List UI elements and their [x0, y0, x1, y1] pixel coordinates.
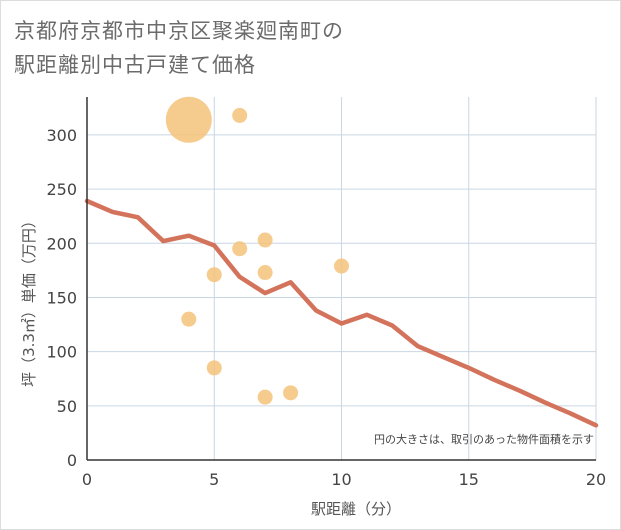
chart-title-line-1: 京都府京都市中京区聚楽廻南町の — [14, 19, 344, 43]
tick-labels: 0 50 100 150 200 250 300 0 5 10 15 20 — [46, 126, 606, 489]
chart-title: 京都府京都市中京区聚楽廻南町の 駅距離別中古戸建て価格 — [14, 14, 344, 82]
x-tick-label-5: 5 — [209, 470, 219, 489]
y-tick-label-200: 200 — [46, 234, 77, 253]
data-point-11 — [257, 389, 273, 405]
data-point-8 — [181, 311, 197, 327]
x-tick-label-10: 10 — [331, 470, 351, 489]
data-point-3 — [257, 232, 273, 248]
gridlines — [87, 97, 597, 460]
data-point-9 — [206, 360, 222, 376]
data-point-10 — [283, 385, 299, 401]
trend-line-layer — [84, 198, 599, 428]
axes — [86, 97, 596, 461]
x-tick-label-20: 20 — [586, 470, 606, 489]
chart-title-line-2: 駅距離別中古戸建て価格 — [14, 53, 256, 77]
x-tick-label-0: 0 — [82, 470, 92, 489]
y-tick-label-150: 150 — [46, 288, 77, 307]
data-point-6 — [206, 267, 222, 283]
data-point-5 — [257, 265, 273, 281]
y-tick-label-0: 0 — [67, 451, 77, 470]
x-axis-label: 駅距離（分） — [311, 500, 401, 518]
y-axis-label: 坪（3.3㎡）単価（万円） — [20, 213, 38, 387]
bubble-layer — [165, 96, 349, 405]
data-point-2 — [232, 107, 248, 123]
data-point-4 — [232, 241, 248, 257]
data-point-7 — [334, 258, 349, 274]
average-price-line — [84, 198, 599, 428]
y-tick-label-300: 300 — [46, 126, 77, 145]
y-tick-label-50: 50 — [57, 397, 77, 416]
x-tick-label-15: 15 — [459, 470, 479, 489]
chart-note: 円の大きさは、取引のあった物件面積を示す — [374, 432, 594, 446]
y-tick-label-100: 100 — [46, 343, 77, 362]
data-point-1 — [165, 96, 212, 143]
y-tick-label-250: 250 — [46, 180, 77, 199]
